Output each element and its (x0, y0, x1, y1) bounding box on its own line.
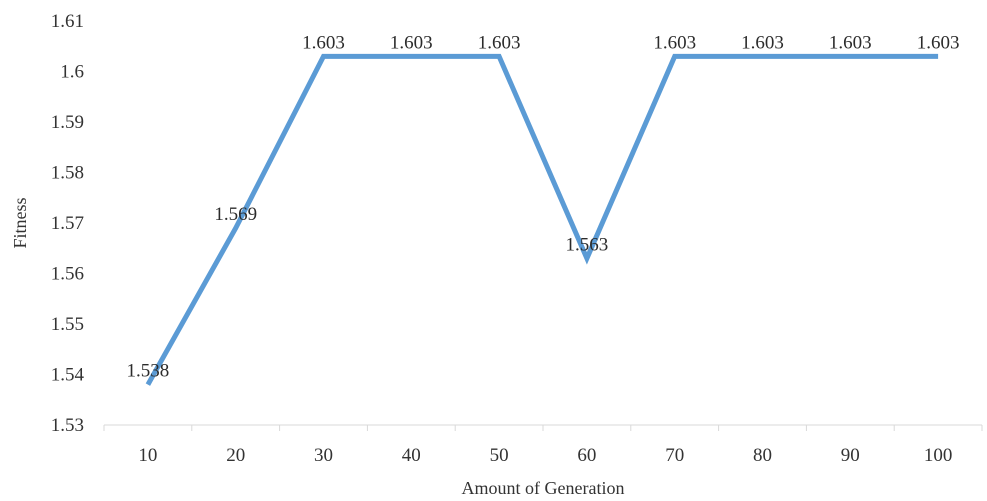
data-label: 1.538 (127, 361, 170, 382)
y-tick-label: 1.55 (51, 314, 84, 335)
x-axis-title: Amount of Generation (462, 478, 625, 498)
data-label: 1.603 (653, 32, 696, 53)
y-tick-label: 1.56 (51, 264, 84, 285)
data-label: 1.563 (566, 234, 609, 255)
series-line (145, 53, 939, 386)
y-axis-title: Fitness (10, 197, 30, 248)
x-tick-label: 20 (226, 445, 245, 466)
x-tick-label: 10 (138, 445, 157, 466)
x-tick-label: 80 (753, 445, 772, 466)
x-tick-label: 30 (314, 445, 333, 466)
data-label: 1.603 (741, 32, 784, 53)
data-label: 1.569 (214, 204, 257, 225)
x-tick-label: 60 (577, 445, 596, 466)
data-label: 1.603 (917, 32, 960, 53)
x-tick-label: 70 (665, 445, 684, 466)
y-tick-label: 1.61 (51, 11, 84, 32)
data-label: 1.603 (390, 32, 433, 53)
data-labels: 1.538 1.569 1.603 1.603 1.603 1.563 1.603 1.603… (127, 32, 960, 381)
y-tick-label: 1.54 (51, 365, 85, 386)
x-tick-label: 40 (402, 445, 421, 466)
x-tick-label: 50 (490, 445, 509, 466)
y-axis-ticks: 1.53 1.54 1.55 1.56 1.57 1.58 1.59 1.6 1.61 (51, 11, 85, 436)
y-tick-label: 1.53 (51, 415, 84, 436)
x-tick-label: 100 (924, 445, 953, 466)
y-tick-label: 1.58 (51, 163, 84, 184)
data-label: 1.603 (302, 32, 345, 53)
data-label: 1.603 (829, 32, 872, 53)
x-axis-ticks: 10 20 30 40 50 60 70 80 90 100 (103, 425, 983, 466)
y-tick-label: 1.6 (60, 62, 84, 83)
y-tick-label: 1.59 (51, 112, 84, 133)
x-tick-label: 90 (841, 445, 860, 466)
y-tick-label: 1.57 (51, 213, 84, 234)
data-label: 1.603 (478, 32, 521, 53)
